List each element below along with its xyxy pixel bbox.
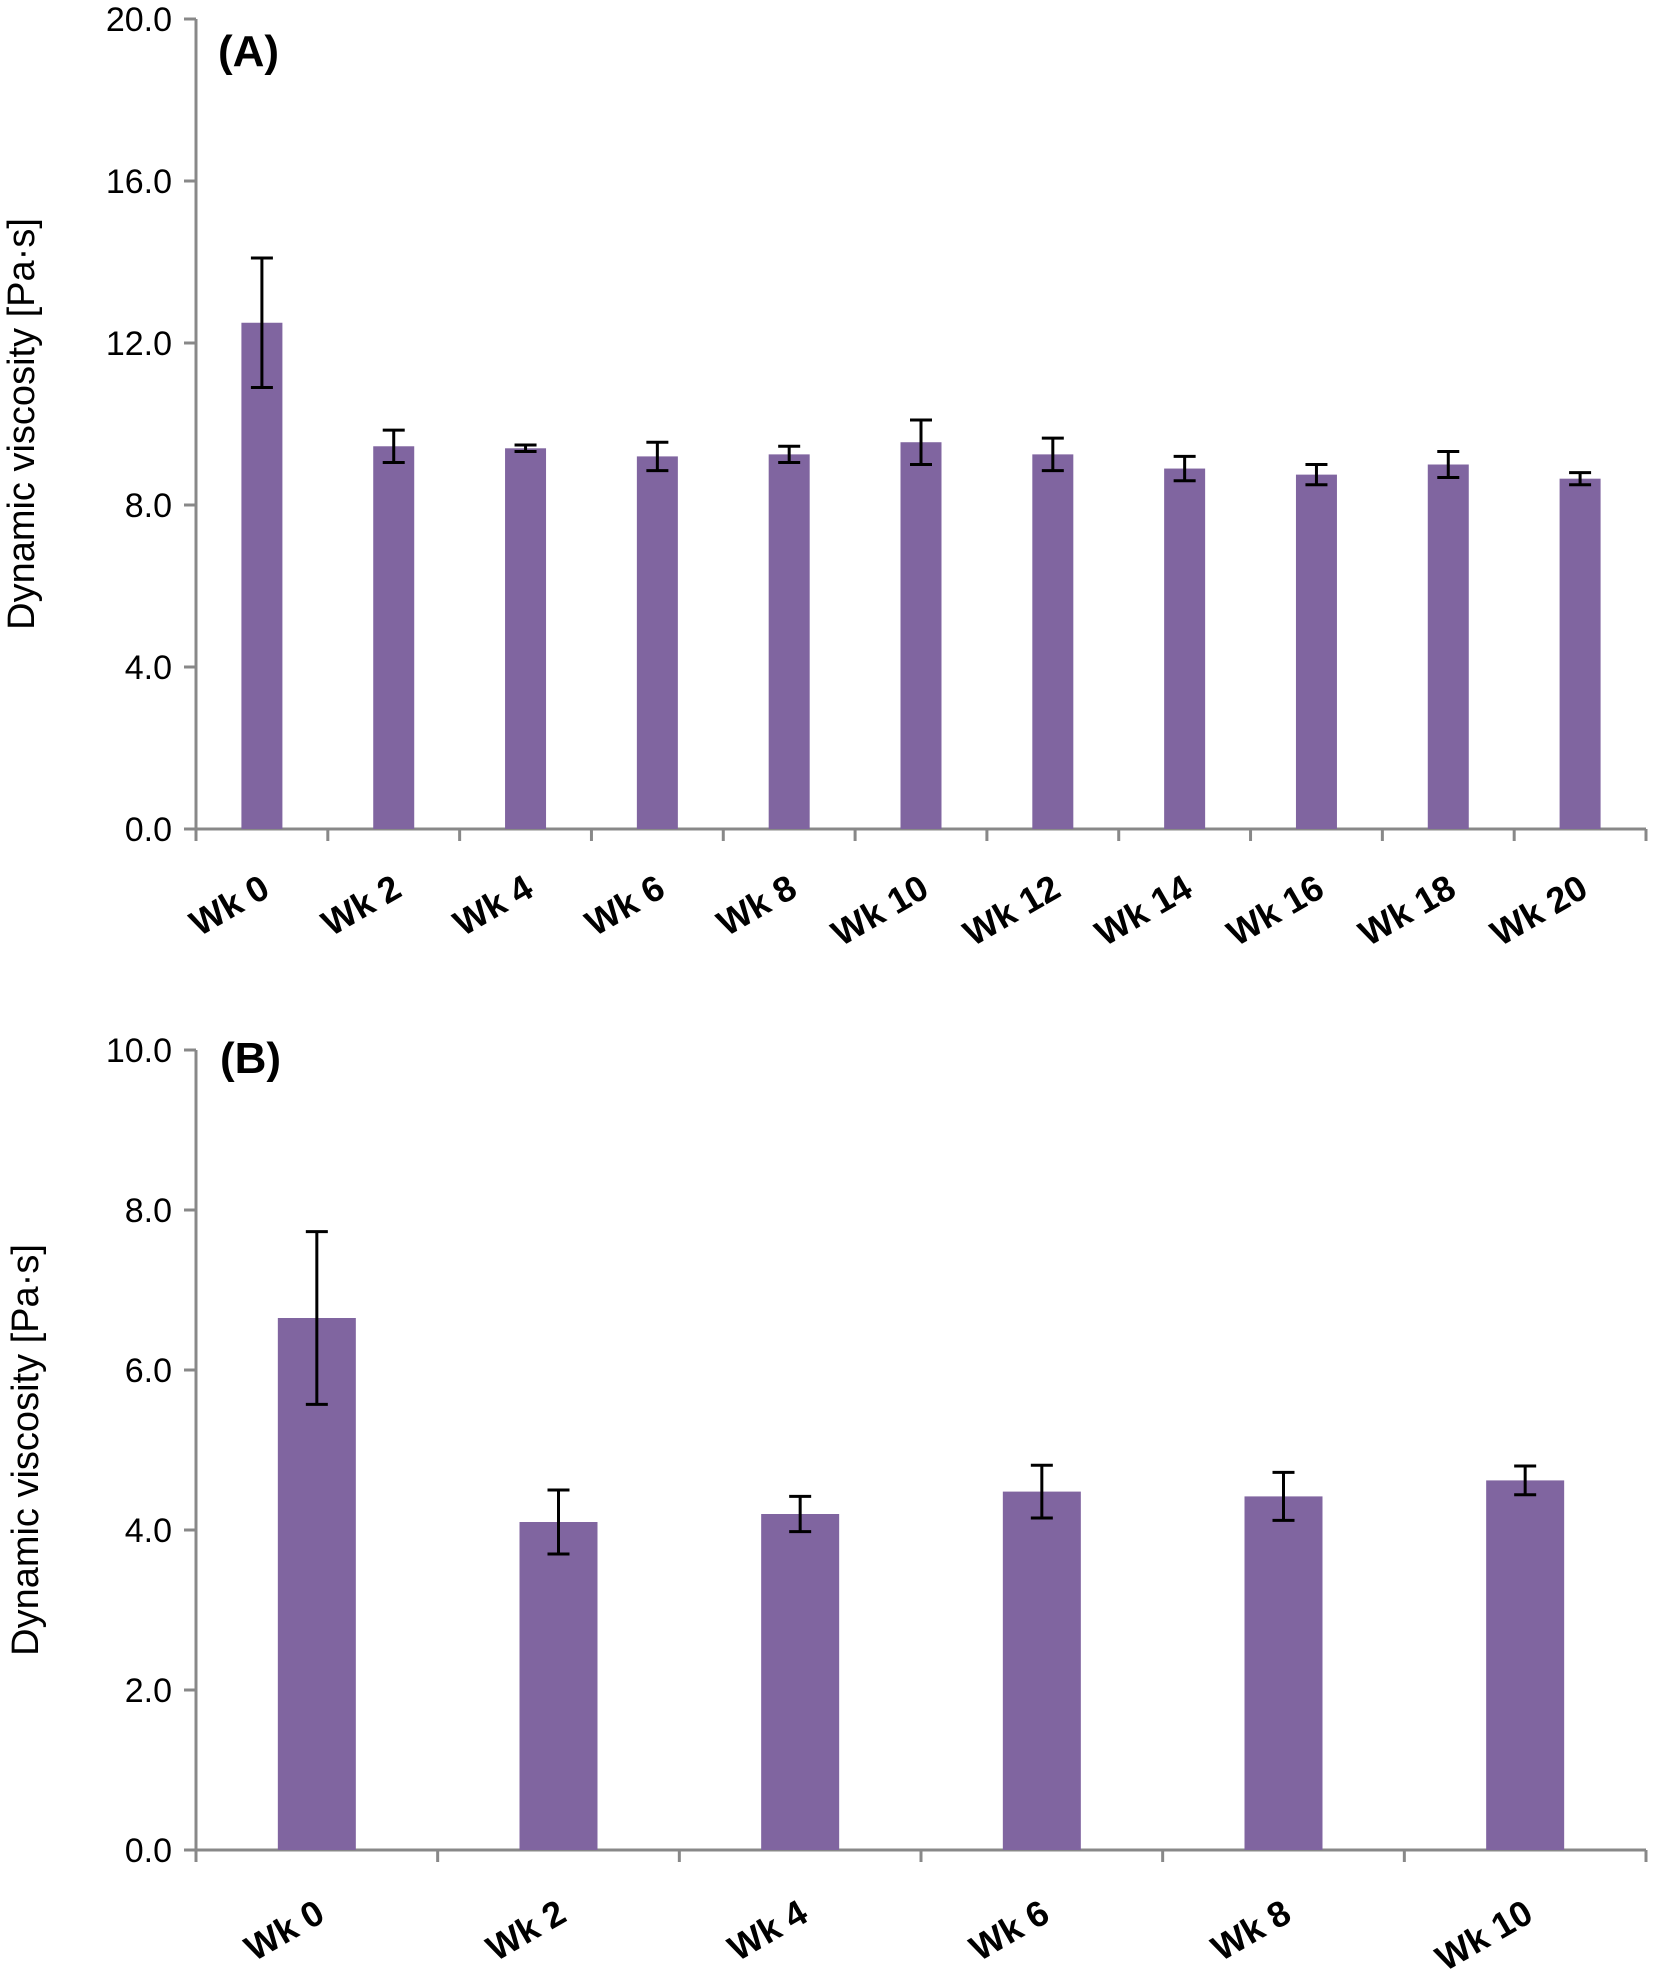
x-tick-label: Wk 8 bbox=[1204, 1891, 1297, 1969]
panel-label: (A) bbox=[218, 27, 279, 76]
x-tick-label: Wk 8 bbox=[710, 866, 803, 944]
error-bar bbox=[1569, 471, 1592, 487]
y-tick-label: 16.0 bbox=[106, 163, 172, 201]
error-bar bbox=[1041, 436, 1064, 473]
error-bar bbox=[1030, 1463, 1053, 1520]
bar bbox=[277, 1318, 356, 1850]
chart-panel-b: 0.0 2.0 4.0 6.0 8.0 10.0 Wk 0 Wk 2 Wk 4 Wk 6 Wk 8 W… bbox=[5, 1032, 1648, 1974]
y-tick-label: 6.0 bbox=[125, 1352, 172, 1390]
bar bbox=[1486, 1480, 1565, 1850]
x-tick-label: Wk 0 bbox=[183, 866, 276, 944]
panel-label: (B) bbox=[220, 1034, 281, 1083]
x-tick-label: Wk 2 bbox=[314, 866, 407, 944]
x-tick-label: Wk 6 bbox=[963, 1891, 1056, 1969]
error-bar bbox=[1173, 454, 1196, 483]
y-tick-label: 8.0 bbox=[125, 1192, 172, 1230]
bar bbox=[768, 454, 810, 829]
y-axis-title: Dynamic viscosity [Pa·s] bbox=[5, 1244, 47, 1656]
bar bbox=[1427, 464, 1469, 829]
y-tick-label: 8.0 bbox=[125, 487, 172, 525]
error-bar bbox=[1272, 1470, 1295, 1522]
x-tick-label: Wk 0 bbox=[238, 1891, 331, 1969]
bar bbox=[519, 1522, 598, 1850]
chart-panel-a: 0.0 4.0 8.0 12.0 16.0 20.0 Wk 0 Wk 2 Wk 4 Wk 6 Wk … bbox=[1, 1, 1648, 954]
x-tick-label: Wk 14 bbox=[1088, 866, 1199, 954]
bar bbox=[373, 446, 415, 829]
y-tick-label: 0.0 bbox=[125, 811, 172, 849]
bar bbox=[1295, 474, 1337, 829]
x-tick-label: Wk 4 bbox=[446, 866, 539, 944]
bar bbox=[1002, 1491, 1081, 1850]
x-tick-label: Wk 18 bbox=[1352, 866, 1463, 954]
error-bar bbox=[1305, 463, 1328, 487]
x-tick-label: Wk 16 bbox=[1220, 866, 1331, 954]
y-tick-label: 4.0 bbox=[125, 649, 172, 687]
bar bbox=[241, 322, 283, 829]
error-bar bbox=[305, 1230, 328, 1406]
x-tick-label: Wk 2 bbox=[479, 1891, 572, 1969]
bar bbox=[505, 448, 547, 829]
bar bbox=[1244, 1496, 1323, 1850]
error-bar bbox=[547, 1488, 570, 1556]
error-bar bbox=[778, 444, 801, 464]
error-bar bbox=[789, 1494, 812, 1534]
x-tick-label: Wk 20 bbox=[1483, 866, 1594, 954]
y-axis-title: Dynamic viscosity [Pa·s] bbox=[1, 218, 43, 630]
bar bbox=[761, 1514, 840, 1850]
error-bar bbox=[382, 428, 405, 464]
error-bar bbox=[646, 440, 669, 473]
bar bbox=[1559, 478, 1601, 829]
error-bar bbox=[1437, 450, 1460, 479]
x-tick-label: Wk 4 bbox=[721, 1891, 814, 1969]
bar bbox=[900, 442, 942, 829]
bar bbox=[1164, 468, 1206, 829]
error-bar bbox=[514, 443, 537, 454]
y-tick-label: 2.0 bbox=[125, 1672, 172, 1710]
error-bar bbox=[250, 256, 273, 390]
x-tick-label: Wk 12 bbox=[956, 866, 1067, 954]
x-tick-label: Wk 10 bbox=[1429, 1891, 1540, 1974]
error-bar bbox=[1514, 1464, 1537, 1497]
x-tick-label: Wk 6 bbox=[578, 866, 671, 944]
y-tick-label: 12.0 bbox=[106, 325, 172, 363]
error-bar bbox=[910, 418, 932, 466]
y-tick-label: 0.0 bbox=[125, 1832, 172, 1870]
bar bbox=[1032, 454, 1074, 829]
x-tick-label: Wk 10 bbox=[824, 866, 935, 954]
bar bbox=[636, 456, 678, 829]
y-tick-label: 4.0 bbox=[125, 1512, 172, 1550]
y-tick-label: 20.0 bbox=[106, 1, 172, 39]
y-tick-label: 10.0 bbox=[106, 1032, 172, 1070]
